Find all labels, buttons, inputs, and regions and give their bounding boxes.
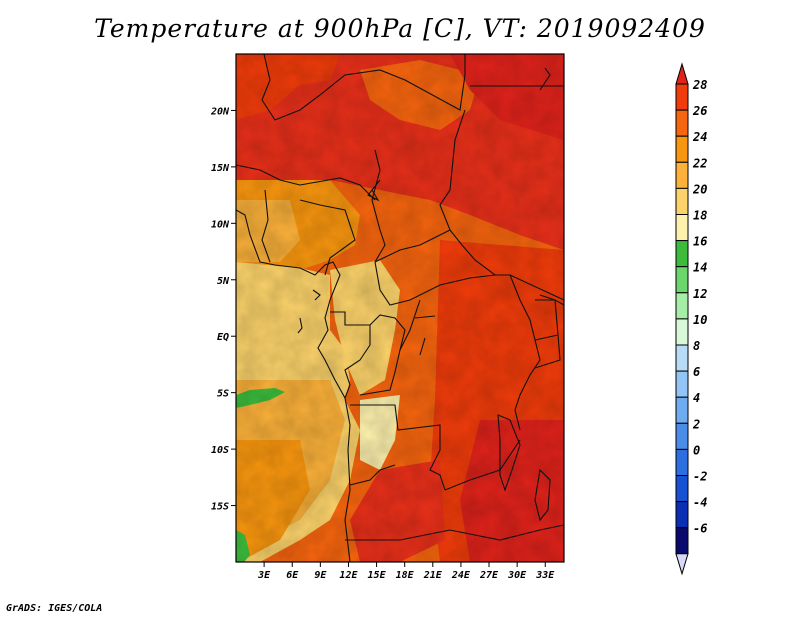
country-borders	[236, 54, 564, 562]
lon-tick-label: 27E	[479, 570, 499, 581]
border-chad-west	[371, 149, 386, 263]
colorbar-cell	[675, 292, 689, 320]
colorbar-label: 16	[693, 235, 707, 249]
border-uganda	[535, 299, 559, 336]
coastline-west	[236, 209, 351, 562]
lon-tick-label: 18E	[396, 570, 415, 581]
colorbar-cell	[675, 135, 689, 163]
lon-tick-label: 15E	[368, 570, 387, 581]
field-texture	[236, 54, 564, 562]
lat-tick-label: 15S	[211, 502, 229, 513]
colorbar-cell	[675, 161, 689, 189]
lon-tick-label: 6E	[286, 570, 299, 581]
colorbar-cell	[675, 448, 689, 476]
colorbar-label: 20	[692, 182, 707, 196]
border-car-north	[374, 229, 451, 263]
lat-tick-label: 15N	[211, 163, 230, 174]
border-angola-drc	[350, 404, 446, 491]
footer-credit: GrADS: IGES/COLA	[6, 603, 103, 614]
colorbar-label: 6	[693, 365, 700, 379]
colorbar-cell	[675, 318, 689, 346]
border-nigeria-cameroon	[299, 199, 356, 276]
temperature-field	[236, 54, 564, 562]
lake-victoria	[534, 334, 561, 369]
colorbar-label: 22	[692, 156, 707, 170]
colorbar-cell	[675, 187, 689, 215]
lon-tick-label: 12E	[339, 570, 358, 581]
colorbar-cell	[675, 422, 689, 450]
lon-tick-label: 24E	[451, 570, 471, 581]
lake-chad	[367, 179, 381, 202]
longitude-axis: 3E 6E 9E 12E 15E 18E 21E 24E 27E 30E 33E	[257, 562, 555, 581]
colorbar-label: 28	[692, 78, 707, 92]
lat-tick-label: 5S	[217, 389, 229, 400]
border-drc-congo	[399, 299, 421, 351]
border-sudan	[439, 109, 564, 301]
lat-tick-label: 10S	[211, 445, 229, 456]
red-sea-coast	[539, 67, 551, 91]
map-frame	[235, 53, 565, 563]
colorbar-cell	[675, 527, 689, 555]
colorbar-label: -2	[693, 470, 707, 484]
colorbar-label: -4	[693, 496, 707, 510]
island-coast-mark	[312, 289, 321, 301]
colorbar-cell	[675, 344, 689, 372]
island-bioko	[297, 317, 303, 334]
colorbar-label: 8	[693, 339, 700, 353]
colorbar-cell	[675, 83, 689, 111]
lon-tick-label: 30E	[507, 570, 527, 581]
border-gabon	[330, 311, 371, 399]
lon-tick-label: 33E	[535, 570, 555, 581]
lake-tanganyika	[497, 414, 521, 492]
lon-tick-label: 21E	[423, 570, 443, 581]
latitude-axis: 20N 15N 10N 5N EQ 5S 10S 15S	[210, 106, 236, 513]
border-southern	[345, 524, 564, 541]
colorbar-cell	[675, 501, 689, 529]
colorbar-cell	[675, 370, 689, 398]
colorbar-label: 14	[693, 261, 707, 275]
border-niger-south	[236, 164, 376, 201]
colorbar-cell	[675, 214, 689, 242]
colorbar-label: 24	[692, 130, 707, 144]
lon-tick-label: 3E	[257, 570, 271, 581]
lon-tick-label: 9E	[314, 570, 327, 581]
colorbar-label: 4	[693, 391, 700, 405]
colorbar-label: -6	[693, 522, 707, 536]
colorbar-top-arrow	[675, 62, 689, 85]
colorbar-cell	[675, 475, 689, 503]
colorbar-cell	[675, 266, 689, 294]
colorbar-label: 12	[693, 287, 707, 301]
colorbar-bottom-arrow	[675, 553, 689, 576]
border-angola-south	[349, 464, 396, 486]
lake-malawi	[534, 468, 551, 522]
colorbar-label: 18	[693, 209, 707, 223]
border-benin	[261, 189, 271, 263]
map-title: Temperature at 900hPa [C], VT: 201909240…	[94, 14, 706, 43]
border-congo	[359, 314, 406, 396]
river-line-1	[414, 315, 436, 319]
lat-tick-label: 10N	[211, 219, 230, 230]
river-line-2	[419, 337, 426, 356]
colorbar-label: 2	[692, 417, 700, 431]
border-sahara-north	[261, 54, 466, 121]
lat-tick-label: EQ	[217, 332, 229, 343]
colorbar-label: 26	[692, 104, 707, 118]
lat-tick-label: 20N	[210, 106, 230, 117]
lat-tick-label: 5N	[217, 276, 230, 287]
colorbar-cell	[675, 396, 689, 424]
colorbar-label: 0	[693, 443, 700, 457]
colorbar-cell	[675, 240, 689, 268]
colorbar-label: 10	[693, 313, 707, 327]
border-east-lakes	[509, 274, 541, 431]
colorbar-cell	[675, 109, 689, 137]
border-car-south	[374, 261, 496, 306]
